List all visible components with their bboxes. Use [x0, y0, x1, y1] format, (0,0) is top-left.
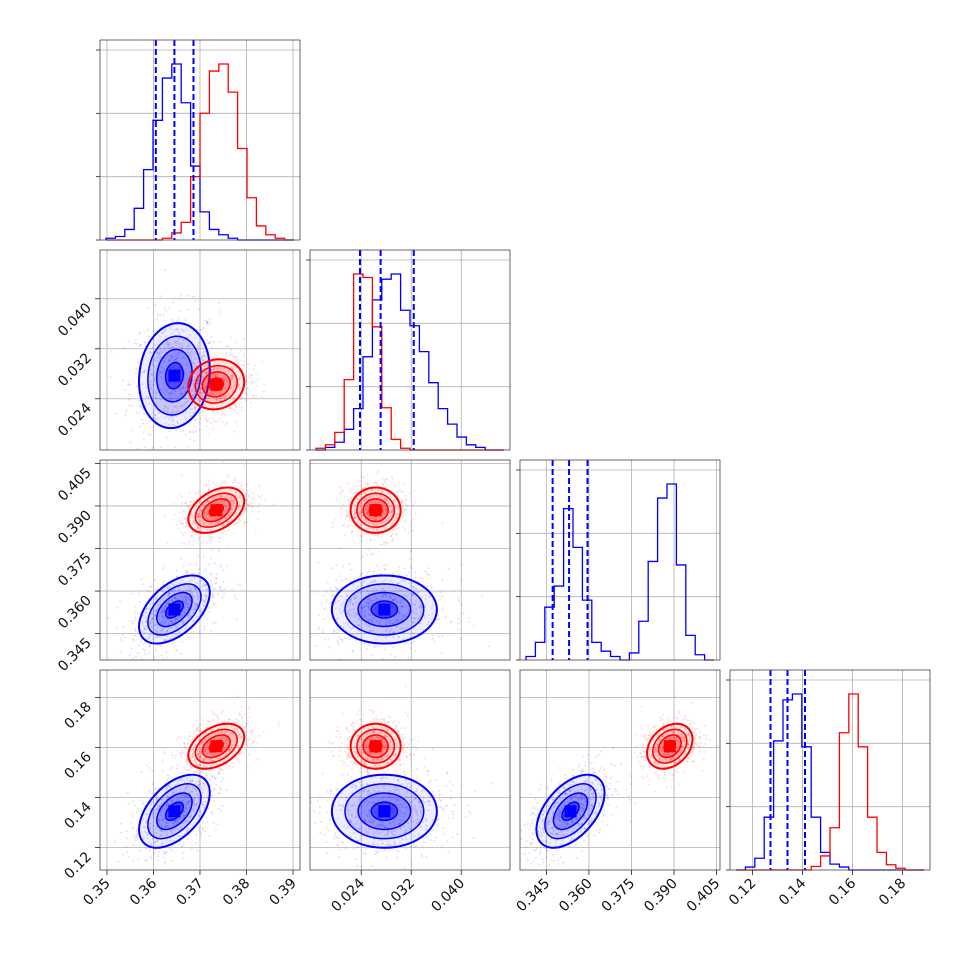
- peak-0-3-1: [210, 740, 223, 753]
- ytick-label-3-1: 0.14: [61, 799, 94, 832]
- xtick-label-0-3: 0.38: [220, 876, 253, 909]
- ytick-label-3-2: 0.16: [61, 749, 94, 782]
- scatter-panel-1-3: [309, 669, 511, 871]
- xtick-label-3-1: 0.14: [776, 875, 809, 908]
- hist-step-2-0: [525, 483, 714, 661]
- peak-1-3-0: [378, 805, 391, 818]
- hist-frame-1: [309, 249, 511, 451]
- scatter-frame-0-1: [99, 249, 301, 451]
- peak-2-3-0: [564, 805, 577, 818]
- ytick-label-1-1: 0.032: [55, 350, 95, 390]
- scatter-panel-2-3: [519, 669, 721, 871]
- panel-content-0-3: [113, 695, 280, 865]
- hist-panel-0: [96, 39, 301, 241]
- hist-step-1-1: [315, 273, 504, 451]
- peak-0-1-0: [168, 369, 181, 382]
- ytick-label-2-0: 0.345: [55, 635, 95, 675]
- ytick-label-2-2: 0.375: [55, 550, 95, 590]
- xtick-label-0-1: 0.36: [127, 875, 160, 908]
- xtick-label-0-4: 0.39: [266, 876, 299, 909]
- peak-0-3-0: [168, 805, 181, 818]
- scatter-frame-0-2: [99, 459, 301, 661]
- scatter-frame-1-2: [309, 459, 511, 661]
- xtick-label-2-0: 0.345: [514, 876, 554, 916]
- scatter-points-1-2-0: [314, 538, 491, 660]
- panel-content-1-2: [314, 470, 491, 660]
- ytick-label-2-4: 0.405: [55, 465, 95, 505]
- xtick-label-2-2: 0.375: [599, 876, 639, 916]
- xtick-label-0-0: 0.35: [80, 876, 113, 909]
- hist-step-1-0: [316, 273, 504, 451]
- scatter-panel-0-2: [99, 459, 301, 661]
- scatter-panel-1-2: [309, 459, 511, 661]
- xtick-label-3-2: 0.16: [826, 875, 859, 908]
- ytick-label-2-1: 0.360: [55, 593, 95, 633]
- scatter-frame-1-3: [309, 669, 511, 871]
- ytick-label-1-2: 0.040: [55, 300, 95, 340]
- ytick-label-1-0: 0.024: [55, 400, 95, 440]
- hist-frame-3: [729, 669, 931, 871]
- xtick-label-2-3: 0.390: [641, 876, 681, 916]
- peak-0-1-1: [210, 378, 223, 391]
- hist-panel-1: [306, 249, 511, 451]
- xtick-label-3-3: 0.18: [876, 876, 909, 909]
- scatter-frame-2-3: [519, 669, 721, 871]
- hist-frame-2: [519, 459, 721, 661]
- hist-panel-3: [726, 669, 931, 871]
- ytick-label-2-3: 0.390: [55, 507, 95, 547]
- scatter-panel-0-3: [99, 669, 301, 871]
- hist-panel-2: [516, 459, 721, 661]
- peak-0-2-1: [210, 504, 223, 517]
- peak-1-2-1: [369, 504, 382, 517]
- ytick-label-3-3: 0.18: [61, 699, 94, 732]
- peak-1-2-0: [378, 603, 391, 616]
- panel-content-1-3: [310, 685, 494, 870]
- hist-frame-0: [99, 39, 301, 241]
- xtick-label-1-1: 0.032: [378, 876, 418, 916]
- peak-1-3-1: [369, 740, 382, 753]
- ytick-label-3-0: 0.12: [61, 849, 94, 882]
- xtick-label-3-0: 0.12: [726, 876, 759, 909]
- xtick-label-2-4: 0.405: [684, 876, 724, 916]
- panel-content-0-2: [100, 460, 275, 660]
- xtick-label-1-2: 0.040: [428, 876, 468, 916]
- panel-content-2-3: [520, 695, 718, 870]
- scatter-panel-0-1: [99, 249, 301, 451]
- peak-2-3-1: [663, 740, 676, 753]
- peak-0-2-0: [168, 603, 181, 616]
- xtick-label-2-1: 0.360: [556, 876, 596, 916]
- xtick-label-1-0: 0.024: [328, 875, 368, 915]
- panel-content-0-1: [109, 269, 266, 450]
- xtick-label-0-2: 0.37: [173, 876, 206, 909]
